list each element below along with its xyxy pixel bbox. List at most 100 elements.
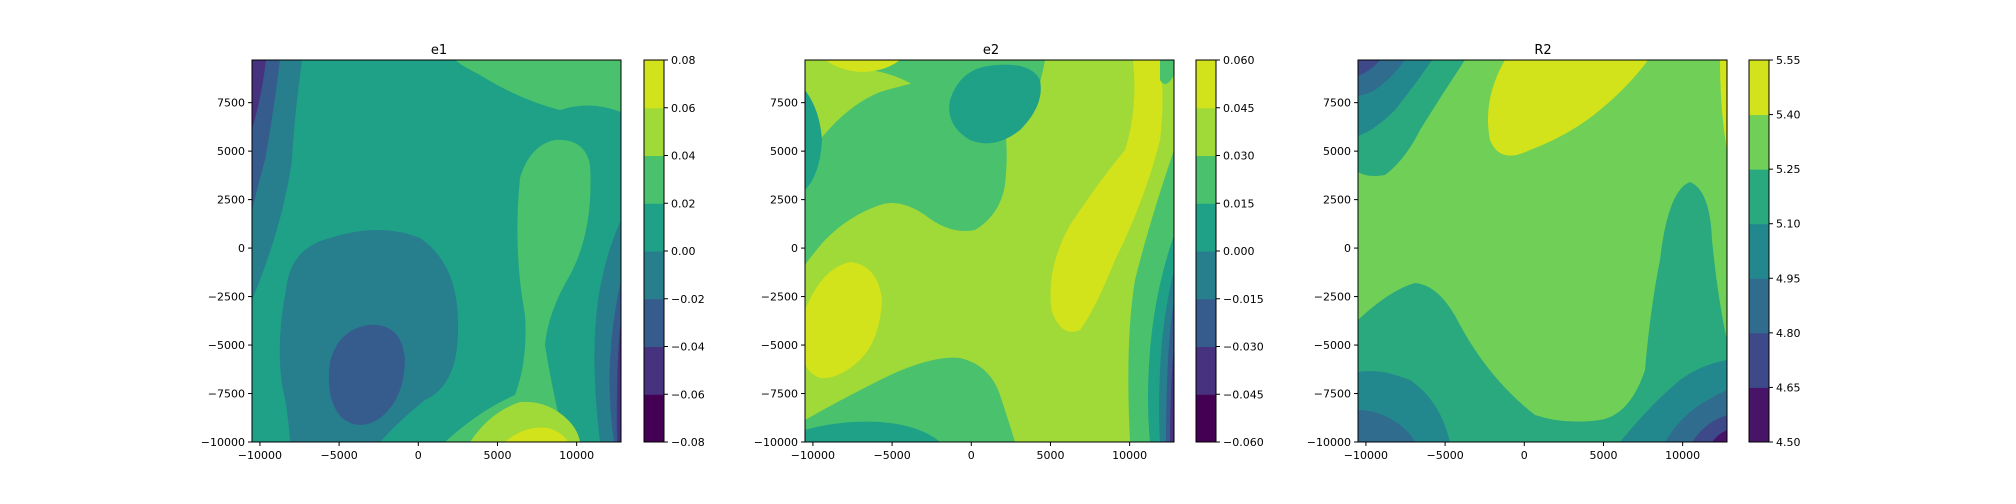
colorbar-tick-label: 4.65 — [1776, 381, 1801, 394]
contour-region — [805, 262, 882, 379]
y-tick-label: 0 — [791, 242, 798, 255]
colorbar-tick-label: 4.95 — [1776, 272, 1801, 285]
colorbar-band — [1196, 155, 1216, 204]
colorbar-tick-label: 0.000 — [1223, 245, 1255, 258]
colorbar-tick-label: −0.015 — [1223, 293, 1264, 306]
colorbar-tick-label: −0.04 — [671, 341, 705, 354]
x-tick-label: −5000 — [320, 449, 357, 462]
x-tick-label: 10000 — [1665, 449, 1700, 462]
y-tick-label: 2500 — [770, 194, 798, 207]
x-axis: −10000 −5000 0 5000 10000 — [1344, 442, 1700, 462]
contour-region — [805, 357, 1015, 442]
y-tick-label: 5000 — [217, 145, 245, 158]
contour-region — [455, 60, 621, 112]
colorbar-tick-label: 0.04 — [671, 150, 696, 163]
panel-e2: e2 — [754, 43, 1264, 462]
x-axis: −10000 −5000 0 5000 10000 — [238, 442, 594, 462]
colorbar-tick-label: −0.02 — [671, 293, 705, 306]
colorbar-frame — [1748, 59, 1770, 443]
colorbar-band — [1749, 223, 1769, 279]
y-tick-label: 7500 — [770, 97, 798, 110]
colorbar-tick-label: −0.030 — [1223, 341, 1264, 354]
colorbar-tick-label: 5.10 — [1776, 218, 1801, 231]
colorbar-band — [644, 346, 664, 395]
y-tick-label: −7500 — [761, 388, 798, 401]
colorbar-band — [644, 155, 664, 204]
colorbar-band — [644, 251, 664, 300]
y-tick-label: −5000 — [208, 339, 245, 352]
y-axis: −10000 −7500 −5000 −2500 0 2500 5000 7500 — [201, 97, 252, 449]
contour-region — [1692, 415, 1727, 442]
x-tick-label: 5000 — [1036, 449, 1064, 462]
colorbar-tick-label: 5.55 — [1776, 54, 1801, 67]
colorbar-band — [1196, 251, 1216, 300]
colorbar-tick-label: 0.08 — [671, 54, 696, 67]
x-tick-label: 0 — [415, 449, 422, 462]
y-tick-label: −5000 — [1314, 339, 1351, 352]
y-tick-label: 7500 — [1323, 97, 1351, 110]
colorbar-tick-label: 0.015 — [1223, 197, 1255, 210]
colorbar-tick-label: −0.08 — [671, 436, 705, 449]
contour-region — [1720, 60, 1727, 150]
axes-frame — [804, 59, 1175, 443]
colorbar-tick-label: −0.045 — [1223, 388, 1264, 401]
y-tick-label: −5000 — [761, 339, 798, 352]
colorbar-band — [644, 203, 664, 252]
colorbar-tick-label: −0.060 — [1223, 436, 1264, 449]
contour-region — [505, 427, 568, 442]
colorbar-band — [1196, 394, 1216, 443]
colorbar-band — [1749, 278, 1769, 334]
colorbar-tick-label: 4.80 — [1776, 327, 1801, 340]
plot-title: e2 — [983, 43, 999, 58]
y-tick-label: 5000 — [770, 145, 798, 158]
contour-region — [252, 60, 266, 130]
y-tick-label: 0 — [238, 242, 245, 255]
y-tick-label: −10000 — [201, 436, 245, 449]
x-tick-label: −5000 — [1426, 449, 1463, 462]
x-tick-label: 5000 — [483, 449, 511, 462]
y-axis: −10000 −7500 −5000 −2500 0 2500 5000 7500 — [1307, 97, 1358, 449]
x-axis: −10000 −5000 0 5000 10000 — [791, 442, 1147, 462]
x-tick-label: −10000 — [791, 449, 835, 462]
colorbar-tick-label: −0.06 — [671, 388, 705, 401]
colorbar-band — [644, 394, 664, 443]
y-tick-label: 2500 — [217, 194, 245, 207]
contour-region — [445, 139, 591, 442]
colorbar: 4.50 4.65 4.80 4.95 5.10 5.25 5.40 5.55 — [1748, 54, 1801, 449]
contour-region — [1487, 60, 1648, 156]
colorbar-tick-label: 0.06 — [671, 102, 696, 115]
contour-region — [1358, 182, 1727, 442]
axes-frame — [1357, 59, 1728, 443]
x-tick-label: 10000 — [1112, 449, 1147, 462]
colorbar-tick-label: 0.02 — [671, 197, 696, 210]
colorbar-band — [1749, 114, 1769, 170]
colorbar-tick-label: 0.045 — [1223, 102, 1255, 115]
contour-region — [1712, 430, 1727, 442]
colorbar-band — [1196, 346, 1216, 395]
contour-region — [826, 60, 900, 72]
colorbar-tick-label: 0.00 — [671, 245, 696, 258]
y-tick-label: −7500 — [208, 388, 245, 401]
x-tick-label: −10000 — [1344, 449, 1388, 462]
y-tick-label: 5000 — [1323, 145, 1351, 158]
contour-fill — [805, 60, 1174, 442]
x-tick-label: −10000 — [238, 449, 282, 462]
y-tick-label: 7500 — [217, 97, 245, 110]
contour-fill — [252, 60, 621, 442]
contour-region — [949, 64, 1041, 144]
colorbar-band — [644, 60, 664, 109]
colorbar-band — [1749, 169, 1769, 225]
y-tick-label: −2500 — [208, 291, 245, 304]
x-tick-label: 5000 — [1589, 449, 1617, 462]
contour-region — [616, 320, 621, 442]
x-tick-label: 0 — [1521, 449, 1528, 462]
contour-region — [1050, 60, 1163, 332]
colorbar-band — [644, 107, 664, 156]
y-tick-label: −7500 — [1314, 388, 1351, 401]
x-tick-label: 10000 — [559, 449, 594, 462]
y-tick-label: 2500 — [1323, 194, 1351, 207]
panel-e1: e1 −10000 −5000 0 5000 10000 −10000−7500−50 — [201, 43, 705, 462]
contour-region — [1160, 60, 1174, 84]
plot-title: e1 — [431, 43, 447, 58]
